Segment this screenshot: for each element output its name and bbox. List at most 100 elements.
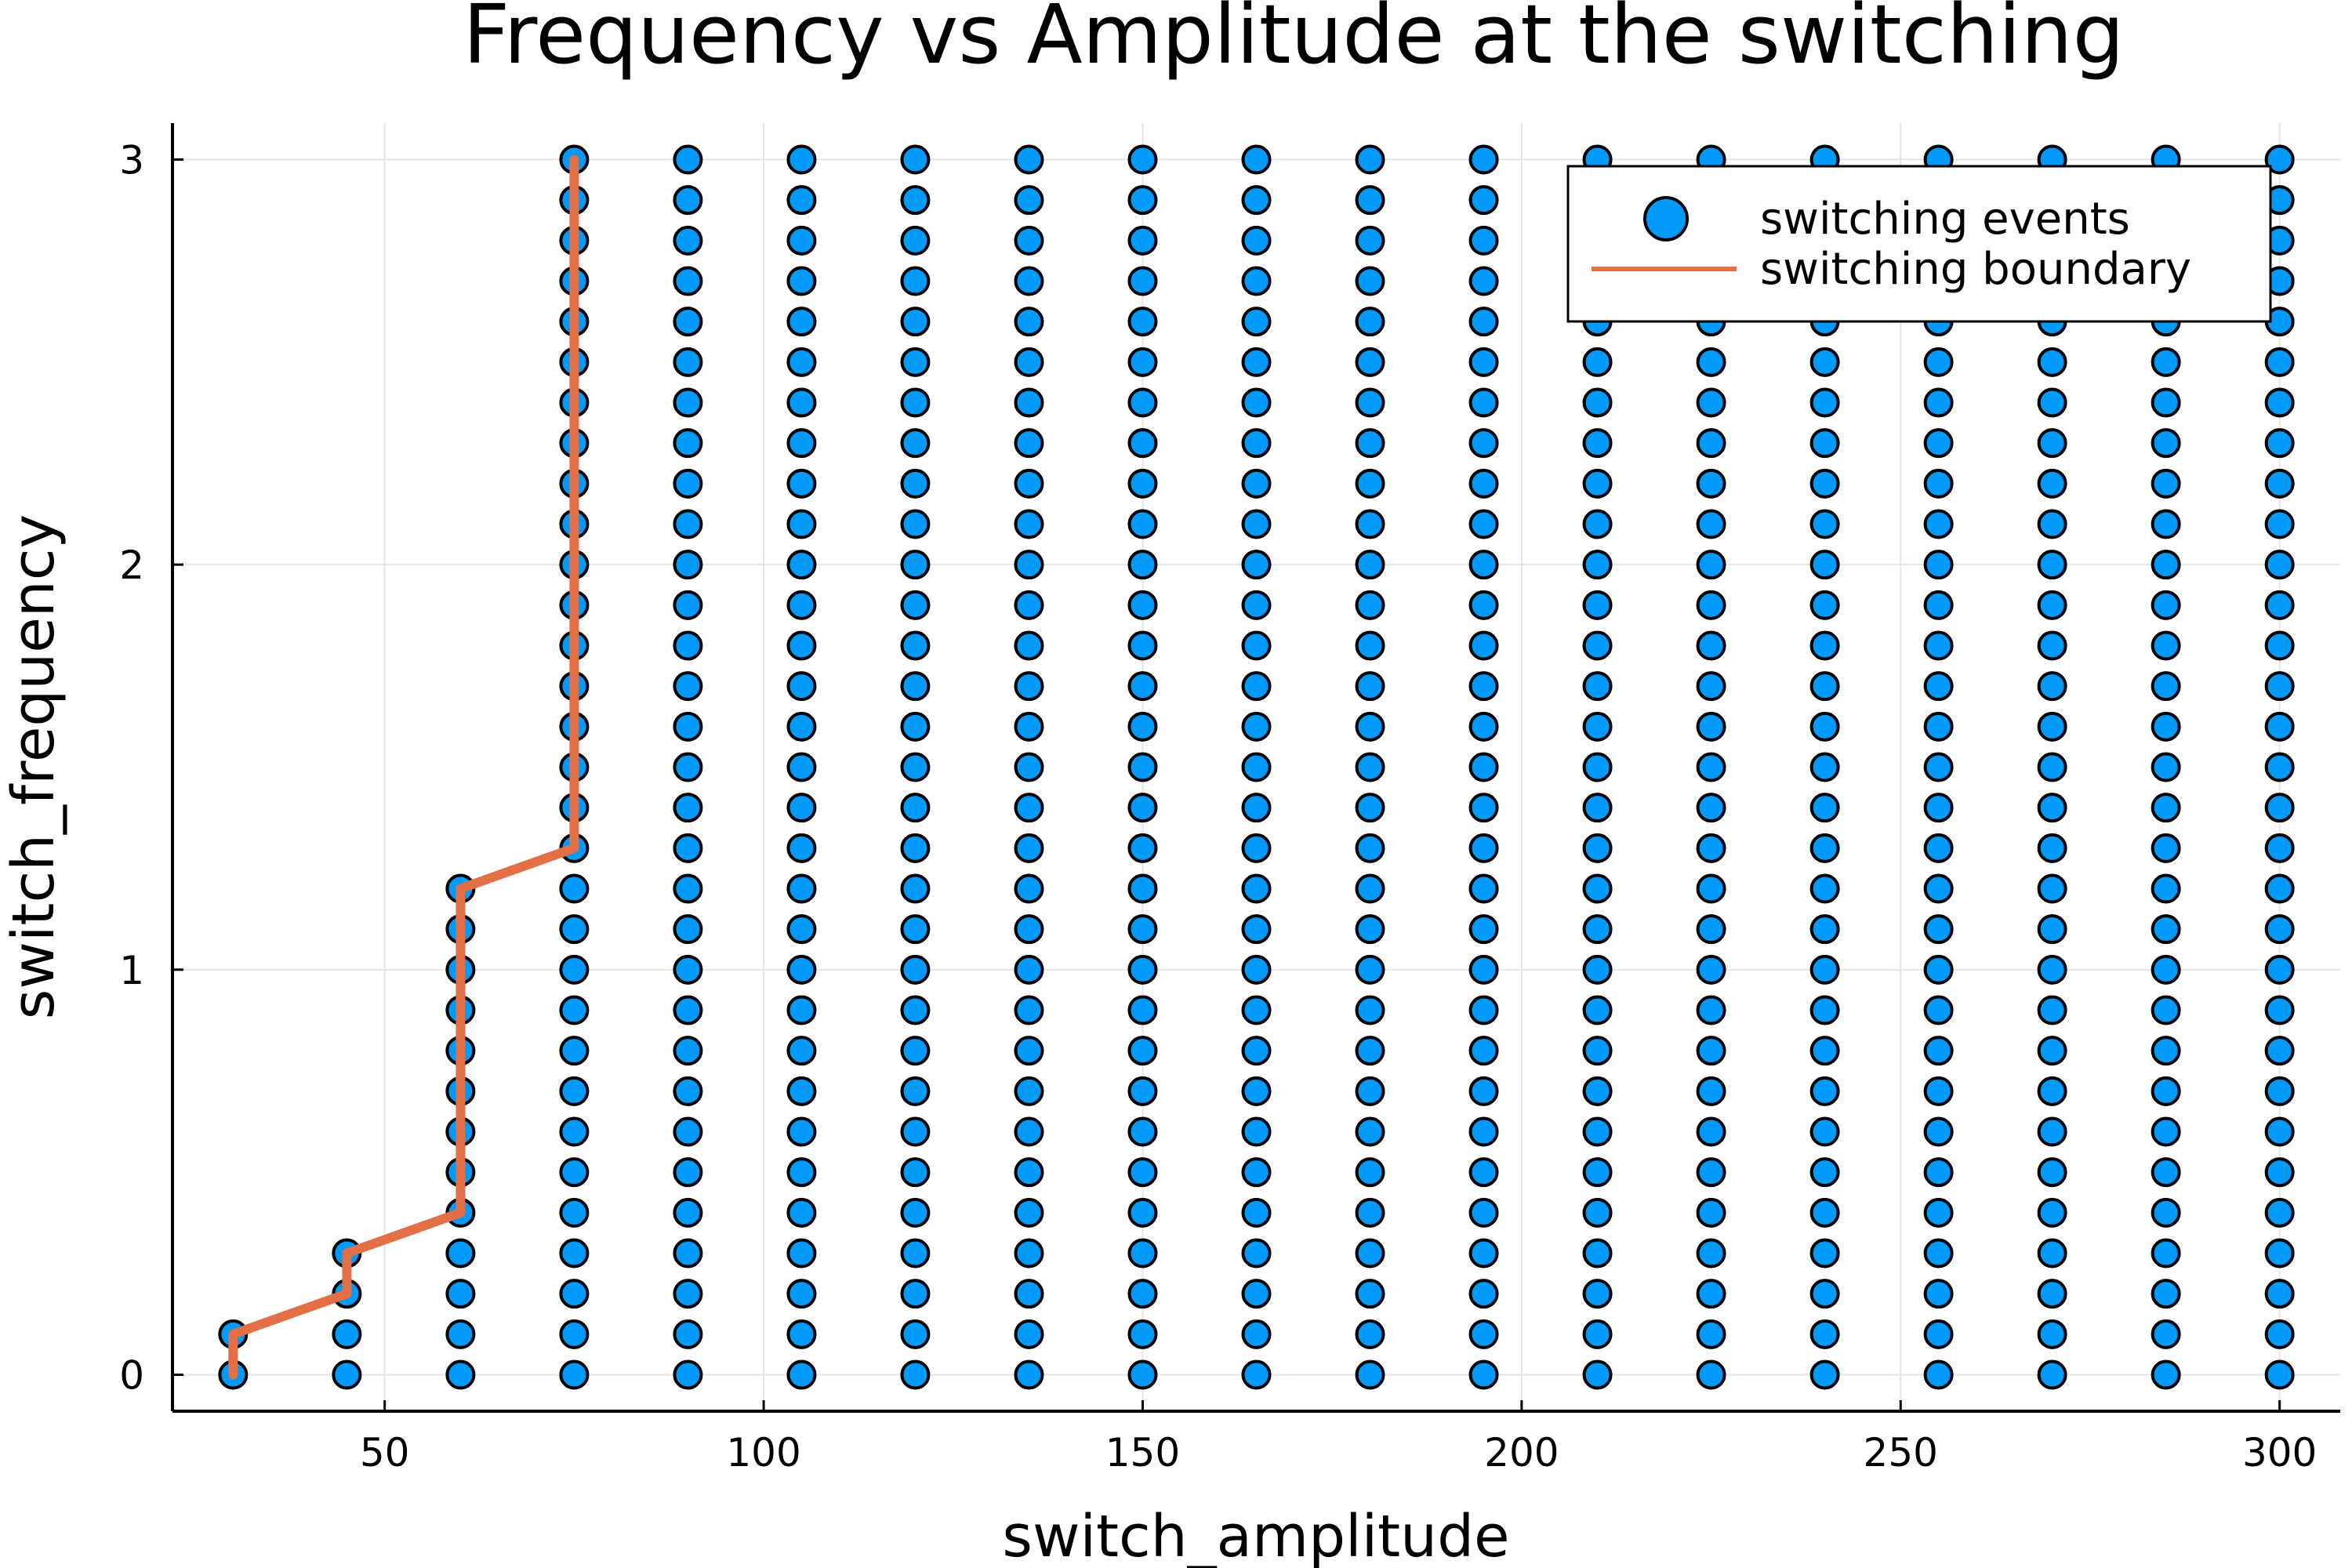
scatter-point [1923, 833, 1954, 863]
scatter-point [2151, 1036, 2181, 1066]
scatter-point [1468, 1197, 1499, 1228]
scatter-point [673, 1238, 703, 1269]
scatter-point [1127, 1197, 1158, 1228]
scatter-point [1127, 671, 1158, 702]
scatter-point [2037, 995, 2067, 1025]
scatter-point [1127, 468, 1158, 499]
scatter-point [1468, 711, 1499, 742]
scatter-point [2151, 793, 2181, 823]
scatter-point [2037, 509, 2067, 539]
scatter-point [673, 1076, 703, 1106]
scatter-point [786, 387, 817, 418]
scatter-point [1468, 428, 1499, 459]
scatter-point [1809, 1238, 1840, 1269]
scatter-point [673, 752, 703, 782]
scatter-point [1696, 1197, 1726, 1228]
scatter-point [1014, 266, 1044, 296]
scatter-point [1014, 752, 1044, 782]
scatter-point [1468, 144, 1499, 175]
scatter-point [1809, 752, 1840, 782]
scatter-point [1241, 1076, 1272, 1106]
scatter-point [1696, 1359, 1726, 1390]
scatter-point [1014, 671, 1044, 702]
scatter-point [2151, 428, 2181, 459]
scatter-point [2151, 711, 2181, 742]
scatter-point [673, 1116, 703, 1147]
scatter-point [1809, 1359, 1840, 1390]
scatter-point [1696, 468, 1726, 499]
scatter-point [1809, 793, 1840, 823]
scatter-point [1127, 266, 1158, 296]
scatter-point [2151, 550, 2181, 580]
scatter-point [1241, 1238, 1272, 1269]
scatter-point [1014, 954, 1044, 985]
scatter-point [1582, 347, 1613, 377]
scatter-point [1468, 1238, 1499, 1269]
scatter-point [1809, 550, 1840, 580]
scatter-point [2264, 1197, 2295, 1228]
scatter-point [1127, 1036, 1158, 1066]
scatter-point [786, 1359, 817, 1390]
scatter-point [2264, 590, 2295, 620]
scatter-point [1241, 428, 1272, 459]
scatter-point [2037, 1319, 2067, 1349]
scatter-point [1923, 428, 1954, 459]
scatter-point [1355, 1238, 1385, 1269]
scatter-point [1809, 468, 1840, 499]
legend: switching events switching boundary [1566, 165, 2272, 323]
scatter-point [1014, 1238, 1044, 1269]
scatter-point [673, 1359, 703, 1390]
scatter-point [1696, 347, 1726, 377]
scatter-point [1127, 793, 1158, 823]
scatter-point [1355, 1036, 1385, 1066]
scatter-point [445, 1238, 476, 1269]
scatter-point [1468, 1076, 1499, 1106]
scatter-points [218, 144, 2295, 1390]
scatter-point [1809, 630, 1840, 661]
scatter-point [1355, 833, 1385, 863]
scatter-point [559, 995, 590, 1025]
y-ticks: 0 1 2 3 [119, 138, 183, 1399]
scatter-point [900, 914, 931, 945]
scatter-point [1468, 550, 1499, 580]
scatter-point [1355, 1116, 1385, 1147]
scatter-point [2151, 1279, 2181, 1309]
scatter-point [1468, 307, 1499, 337]
y-tick-label: 0 [119, 1353, 144, 1399]
scatter-point [2037, 914, 2067, 945]
scatter-point [1127, 387, 1158, 418]
switching-boundary-line [228, 154, 579, 1380]
scatter-point [445, 1319, 476, 1349]
scatter-point [1696, 550, 1726, 580]
scatter-point [1809, 833, 1840, 863]
scatter-point [900, 630, 931, 661]
scatter-point [1355, 1279, 1385, 1309]
scatter-point [673, 1279, 703, 1309]
scatter-point [786, 347, 817, 377]
scatter-point [1127, 711, 1158, 742]
scatter-point [786, 833, 817, 863]
scatter-point [1014, 1279, 1044, 1309]
scatter-point [2264, 509, 2295, 539]
x-axis-label: switch_amplitude [1002, 1503, 1509, 1568]
scatter-point [1696, 1157, 1726, 1188]
scatter-point [1696, 590, 1726, 620]
scatter-point [1696, 1319, 1726, 1349]
scatter-point [673, 954, 703, 985]
scatter-point [1582, 1238, 1613, 1269]
scatter-point [1923, 509, 1954, 539]
scatter-point [1696, 833, 1726, 863]
scatter-point [1127, 873, 1158, 904]
scatter-point [1696, 752, 1726, 782]
scatter-point [1696, 873, 1726, 904]
scatter-point [1809, 995, 1840, 1025]
scatter-point [1355, 550, 1385, 580]
scatter-point [1468, 995, 1499, 1025]
scatter-point [1809, 1116, 1840, 1147]
scatter-point [1468, 671, 1499, 702]
scatter-point [2264, 954, 2295, 985]
scatter-point [1241, 1359, 1272, 1390]
scatter-point [1923, 468, 1954, 499]
scatter-point [673, 873, 703, 904]
scatter-point [2151, 954, 2181, 985]
